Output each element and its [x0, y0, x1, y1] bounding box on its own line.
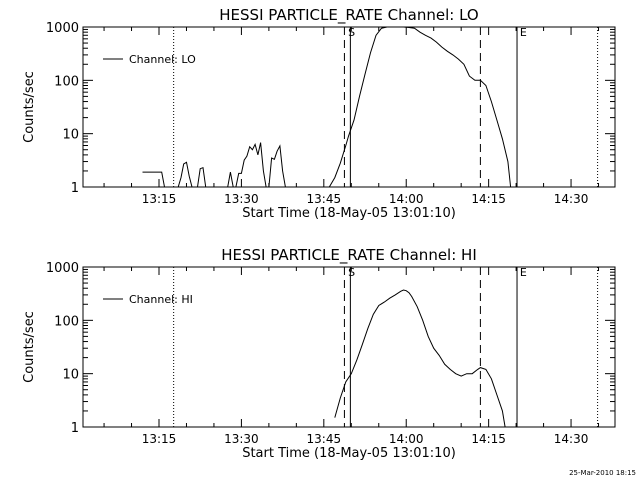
plot-frame: [82, 26, 616, 188]
x-tick-label: 14:30: [554, 432, 589, 446]
chart-hi-channel: HESSI PARTICLE_RATE Channel: HI 13:15 13:3…: [22, 246, 616, 461]
x-tick-label: 14:00: [389, 432, 424, 446]
x-tick-label: 13:15: [142, 192, 177, 206]
y-tick-label: 1000: [46, 21, 79, 36]
x-tick-label: 13:45: [307, 432, 342, 446]
legend-label: Channel: HI: [129, 293, 193, 306]
chart-title: HESSI PARTICLE_RATE Channel: LO: [219, 6, 478, 25]
y-tick-label: 100: [54, 74, 79, 89]
x-axis-label: Start Time (18-May-05 13:01:10): [242, 206, 456, 221]
event-marker: S: [348, 26, 355, 39]
y-axis-label: Counts/sec: [22, 71, 37, 143]
y-tick-label: 1: [71, 181, 79, 196]
x-tick-label: 14:30: [554, 192, 589, 206]
x-tick-label: 13:45: [307, 192, 342, 206]
series-line: [328, 26, 512, 188]
y-tick-label: 1000: [46, 261, 79, 276]
plot-frame: [82, 266, 616, 428]
x-tick-label: 14:15: [471, 192, 506, 206]
x-tick-label: 14:00: [389, 192, 424, 206]
x-tick-label: 13:30: [224, 432, 259, 446]
event-marker: E: [520, 26, 527, 39]
x-tick-label: 13:15: [142, 432, 177, 446]
y-tick-label: 10: [62, 128, 79, 143]
y-axis-label: Counts/sec: [22, 311, 37, 383]
y-tick-label: 1: [71, 421, 79, 436]
x-axis-label: Start Time (18-May-05 13:01:10): [242, 446, 456, 461]
series-line: [142, 142, 286, 188]
footer-timestamp: 25-Mar-2010 18:15: [569, 469, 636, 477]
event-marker: E: [520, 266, 527, 279]
y-tick-label: 10: [62, 368, 79, 383]
chart-title: HESSI PARTICLE_RATE Channel: HI: [221, 246, 477, 265]
legend-label: Channel: LO: [129, 53, 196, 66]
chart-lo-channel: HESSI PARTICLE_RATE Channel: LO 13:15 13:3…: [22, 6, 616, 221]
x-tick-label: 14:15: [471, 432, 506, 446]
series-line: [334, 289, 506, 428]
y-tick-label: 100: [54, 314, 79, 329]
x-tick-label: 13:30: [224, 192, 259, 206]
event-marker: S: [348, 266, 355, 279]
